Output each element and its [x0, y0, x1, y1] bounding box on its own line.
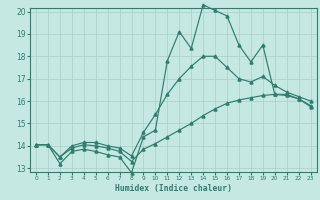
X-axis label: Humidex (Indice chaleur): Humidex (Indice chaleur): [115, 184, 232, 193]
